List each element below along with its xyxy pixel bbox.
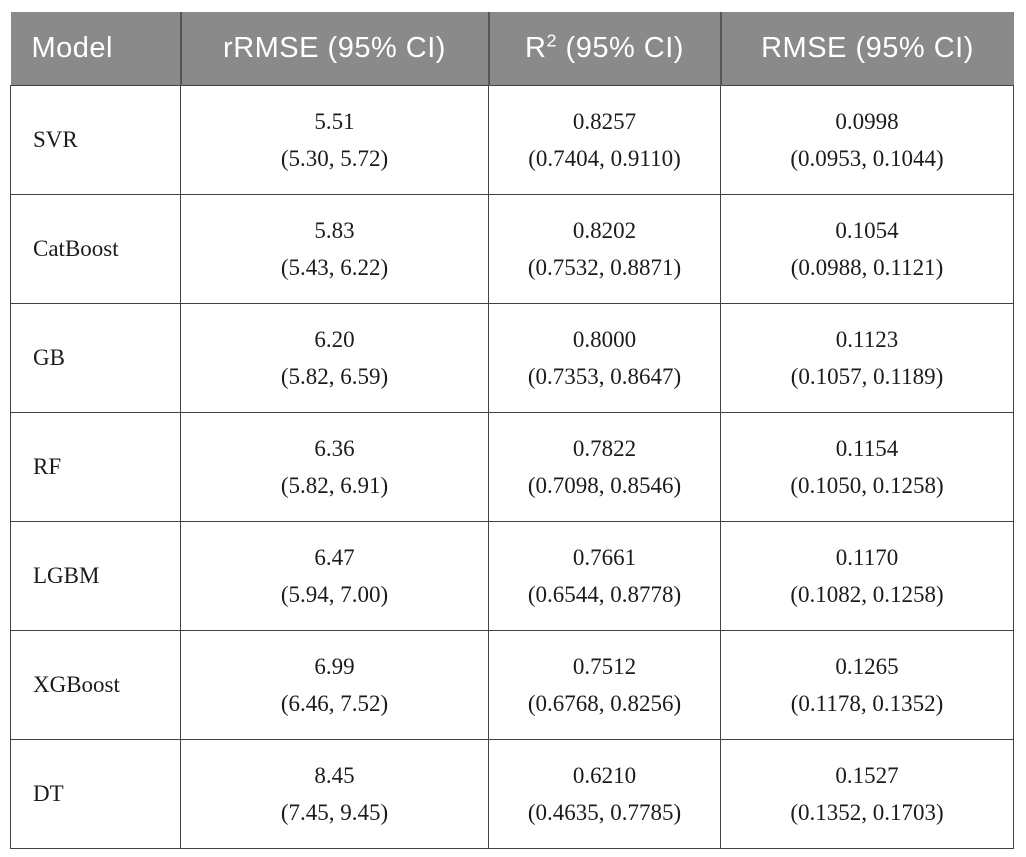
rmse-ci: (0.1057, 0.1189)	[790, 364, 944, 389]
rrmse-cell: 5.83 (5.43, 6.22)	[180, 194, 489, 304]
model-name-cell: DT	[10, 739, 181, 849]
rmse-value: 0.1265	[835, 654, 899, 679]
table-row: GB 6.20 (5.82, 6.59) 0.8000 (0.7353, 0.8…	[10, 303, 1014, 413]
rmse-cell: 0.1170 (0.1082, 0.1258)	[720, 521, 1014, 631]
table-row: RF 6.36 (5.82, 6.91) 0.7822 (0.7098, 0.8…	[10, 412, 1014, 522]
r2-cell: 0.7512 (0.6768, 0.8256)	[488, 630, 721, 740]
table-header: Model rRMSE (95% CI) R2 (95% CI) RMSE (9…	[10, 12, 1014, 86]
r2-ci: (0.7532, 0.8871)	[527, 255, 682, 280]
model-name-cell: RF	[10, 412, 181, 522]
rmse-cell: 0.1527 (0.1352, 0.1703)	[720, 739, 1014, 849]
rrmse-cell: 5.51 (5.30, 5.72)	[180, 85, 489, 195]
r2-cell: 0.7822 (0.7098, 0.8546)	[488, 412, 721, 522]
rrmse-cell: 6.47 (5.94, 7.00)	[180, 521, 489, 631]
rrmse-ci: (5.82, 6.59)	[280, 364, 389, 389]
r2-value: 0.8257	[572, 109, 637, 134]
r2-ci: (0.7353, 0.8647)	[527, 364, 682, 389]
rmse-value: 0.1527	[835, 763, 899, 788]
r2-value: 0.7512	[572, 654, 637, 679]
rmse-ci: (0.1082, 0.1258)	[790, 582, 944, 607]
rmse-value: 0.1170	[835, 545, 899, 570]
column-header-model: Model	[10, 12, 182, 86]
model-name-cell: GB	[10, 303, 181, 413]
rmse-cell: 0.0998 (0.0953, 0.1044)	[720, 85, 1014, 195]
model-name-cell: CatBoost	[10, 194, 181, 304]
rrmse-ci: (5.30, 5.72)	[280, 146, 389, 171]
r2-superscript: 2	[546, 30, 557, 51]
table-row: SVR 5.51 (5.30, 5.72) 0.8257 (0.7404, 0.…	[10, 85, 1014, 195]
column-header-rmse: RMSE (95% CI)	[720, 12, 1014, 86]
rrmse-value: 6.20	[314, 327, 355, 352]
r2-header-base: R	[525, 32, 547, 64]
rmse-cell: 0.1123 (0.1057, 0.1189)	[720, 303, 1014, 413]
rrmse-cell: 8.45 (7.45, 9.45)	[180, 739, 489, 849]
r2-ci: (0.7098, 0.8546)	[527, 473, 682, 498]
rrmse-value: 8.45	[314, 763, 355, 788]
r2-cell: 0.7661 (0.6544, 0.8778)	[488, 521, 721, 631]
r2-value: 0.7661	[572, 545, 637, 570]
model-name-cell: SVR	[10, 85, 181, 195]
rmse-cell: 0.1154 (0.1050, 0.1258)	[720, 412, 1014, 522]
rrmse-value: 5.51	[314, 109, 355, 134]
r2-value: 0.8000	[572, 327, 637, 352]
r2-cell: 0.8202 (0.7532, 0.8871)	[488, 194, 721, 304]
r2-ci: (0.6768, 0.8256)	[527, 691, 682, 716]
r2-cell: 0.6210 (0.4635, 0.7785)	[488, 739, 721, 849]
r2-ci: (0.6544, 0.8778)	[527, 582, 682, 607]
rmse-ci: (0.1050, 0.1258)	[790, 473, 944, 498]
model-performance-table: Model rRMSE (95% CI) R2 (95% CI) RMSE (9…	[10, 12, 1014, 849]
rrmse-ci: (7.45, 9.45)	[280, 800, 389, 825]
table-row: CatBoost 5.83 (5.43, 6.22) 0.8202 (0.753…	[10, 194, 1014, 304]
rrmse-ci: (6.46, 7.52)	[280, 691, 389, 716]
column-header-r2: R2 (95% CI)	[488, 12, 722, 86]
model-name-cell: XGBoost	[10, 630, 181, 740]
rrmse-ci: (5.94, 7.00)	[280, 582, 389, 607]
rrmse-ci: (5.82, 6.91)	[280, 473, 389, 498]
rmse-value: 0.1123	[835, 327, 899, 352]
r2-header-rest: (95% CI)	[556, 32, 684, 64]
rmse-ci: (0.0988, 0.1121)	[790, 255, 944, 280]
rmse-ci: (0.1352, 0.1703)	[790, 800, 944, 825]
rrmse-value: 5.83	[314, 218, 355, 243]
rrmse-value: 6.36	[314, 436, 355, 461]
rmse-value: 0.1054	[835, 218, 899, 243]
rmse-value: 0.0998	[835, 109, 899, 134]
rmse-value: 0.1154	[835, 436, 899, 461]
rrmse-cell: 6.99 (6.46, 7.52)	[180, 630, 489, 740]
table-row: LGBM 6.47 (5.94, 7.00) 0.7661 (0.6544, 0…	[10, 521, 1014, 631]
rmse-ci: (0.0953, 0.1044)	[790, 146, 944, 171]
model-name-cell: LGBM	[10, 521, 181, 631]
r2-cell: 0.8000 (0.7353, 0.8647)	[488, 303, 721, 413]
rrmse-cell: 6.20 (5.82, 6.59)	[180, 303, 489, 413]
rmse-ci: (0.1178, 0.1352)	[790, 691, 944, 716]
r2-value: 0.8202	[572, 218, 637, 243]
r2-cell: 0.8257 (0.7404, 0.9110)	[488, 85, 721, 195]
r2-value: 0.6210	[572, 763, 637, 788]
rmse-cell: 0.1054 (0.0988, 0.1121)	[720, 194, 1014, 304]
column-header-rrmse: rRMSE (95% CI)	[180, 12, 490, 86]
table-row: DT 8.45 (7.45, 9.45) 0.6210 (0.4635, 0.7…	[10, 739, 1014, 849]
r2-ci: (0.7404, 0.9110)	[528, 146, 681, 171]
r2-ci: (0.4635, 0.7785)	[527, 800, 682, 825]
rrmse-ci: (5.43, 6.22)	[280, 255, 389, 280]
header-row: Model rRMSE (95% CI) R2 (95% CI) RMSE (9…	[10, 12, 1014, 86]
rrmse-value: 6.47	[314, 545, 355, 570]
rrmse-cell: 6.36 (5.82, 6.91)	[180, 412, 489, 522]
table-body: SVR 5.51 (5.30, 5.72) 0.8257 (0.7404, 0.…	[10, 85, 1014, 849]
rmse-cell: 0.1265 (0.1178, 0.1352)	[720, 630, 1014, 740]
rrmse-value: 6.99	[314, 654, 355, 679]
r2-value: 0.7822	[572, 436, 637, 461]
table-row: XGBoost 6.99 (6.46, 7.52) 0.7512 (0.6768…	[10, 630, 1014, 740]
